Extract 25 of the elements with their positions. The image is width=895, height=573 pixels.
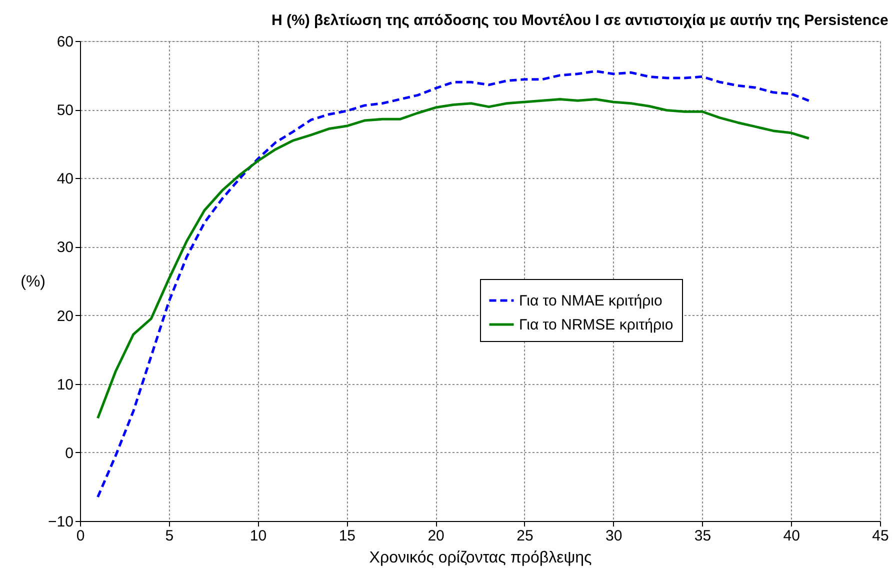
- y-tick-label: 60: [56, 34, 74, 50]
- chart-title: Η (%) βελτίωση της απόδοσης του Μοντέλου Ι σε αντιστοιχία με αυτήν της Persistence: [272, 12, 888, 29]
- x-tick-label: 10: [250, 528, 267, 544]
- x-tick-label: 30: [605, 528, 622, 544]
- x-axis-title: Χρονικός ορίζοντας πρόβλεψης: [369, 550, 592, 566]
- y-tick-label: 20: [56, 308, 74, 325]
- line-series: [96, 98, 810, 420]
- x-tick-label: 15: [338, 528, 356, 544]
- legend-label: Για το NMAE κριτήριο: [519, 292, 662, 310]
- x-tick-label: 0: [76, 528, 85, 544]
- y-tick-label: 40: [56, 170, 74, 188]
- x-tick-label: 40: [783, 528, 800, 544]
- line-series: [96, 70, 810, 498]
- x-tick-label: 25: [516, 528, 534, 544]
- x-tick-label: 20: [428, 528, 444, 544]
- x-tick-label: 5: [165, 528, 174, 544]
- y-tick-label: 0: [65, 444, 74, 462]
- y-tick-label: 50: [56, 102, 74, 120]
- legend-label: Για το NRMSE κριτήριο: [519, 316, 674, 334]
- y-tick-label: 30: [56, 239, 74, 256]
- y-tick-label: −10: [48, 514, 74, 530]
- x-tick-label: 35: [694, 528, 712, 544]
- y-axis-title: (%): [20, 274, 46, 290]
- x-tick-label: 45: [872, 528, 889, 544]
- y-tick-label: 10: [56, 376, 74, 394]
